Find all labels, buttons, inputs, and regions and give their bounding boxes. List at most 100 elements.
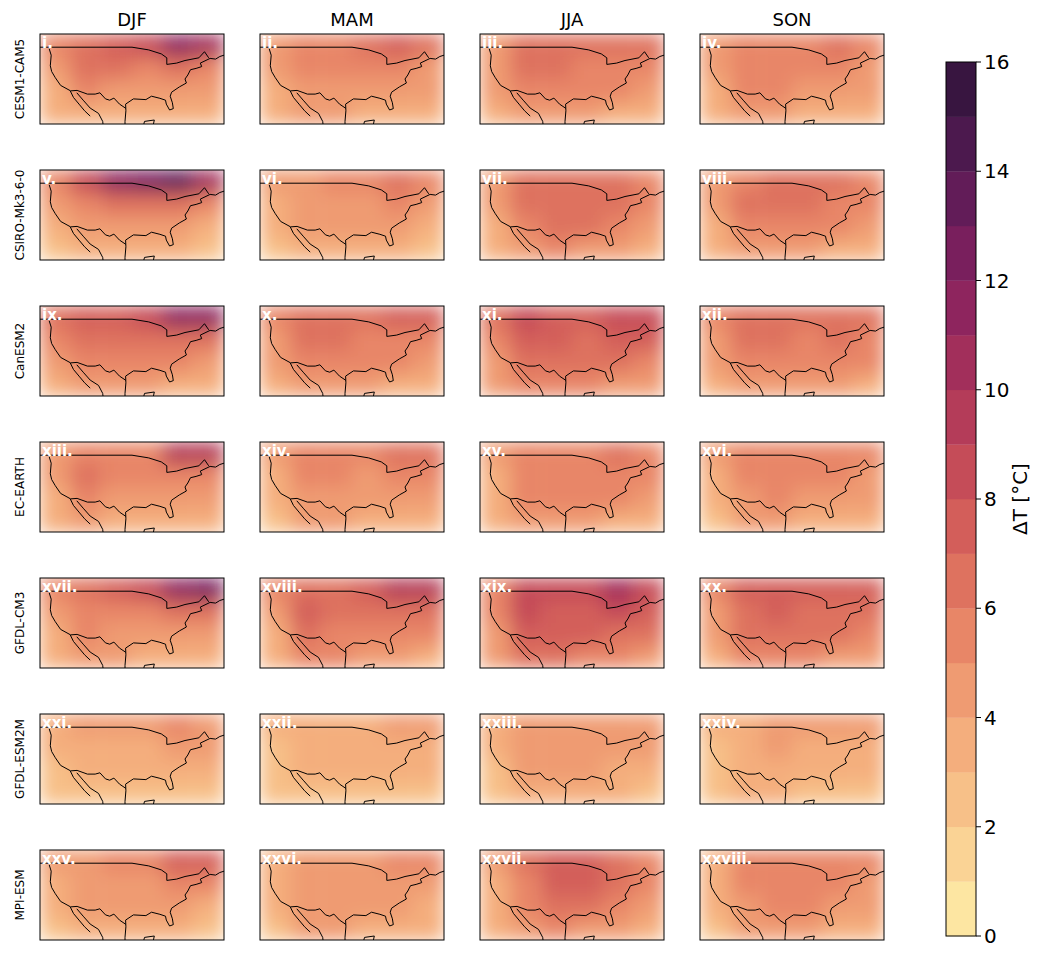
coastline xyxy=(489,185,530,252)
cell xyxy=(71,57,102,80)
panel-frame xyxy=(700,442,884,532)
panel xyxy=(480,442,664,532)
cell xyxy=(71,714,102,737)
panel-label: xiv. xyxy=(262,442,291,460)
cell xyxy=(383,374,414,397)
cell xyxy=(193,79,224,102)
cell xyxy=(40,215,71,238)
panel-label: xxvii. xyxy=(482,850,527,868)
cell xyxy=(511,737,542,760)
coastline xyxy=(480,47,649,64)
coastline xyxy=(785,871,884,940)
cell xyxy=(603,759,634,782)
cell xyxy=(511,329,542,352)
panel-frame xyxy=(40,850,224,940)
coastline xyxy=(730,906,786,924)
cell xyxy=(260,79,291,102)
cell xyxy=(853,895,884,918)
cell xyxy=(792,465,823,488)
cell xyxy=(761,238,792,261)
panel-frame xyxy=(40,714,224,804)
cell xyxy=(291,601,322,624)
cell xyxy=(541,442,572,465)
cell xyxy=(761,601,792,624)
coastline xyxy=(125,55,224,124)
cell xyxy=(603,714,634,737)
cell xyxy=(101,102,132,125)
cell xyxy=(352,873,383,896)
cell xyxy=(823,215,854,238)
cell xyxy=(511,578,542,601)
panel-label: xxii. xyxy=(262,714,297,732)
cell xyxy=(792,170,823,193)
cell xyxy=(321,465,352,488)
cell xyxy=(193,34,224,57)
cell xyxy=(700,487,731,510)
cell xyxy=(163,351,194,374)
panel-label: iv. xyxy=(702,34,721,52)
panel xyxy=(40,714,224,804)
cell xyxy=(413,510,444,533)
cell xyxy=(163,170,194,193)
cell xyxy=(761,34,792,57)
panel xyxy=(700,578,884,668)
coastline xyxy=(803,664,814,668)
cell xyxy=(132,57,163,80)
cell xyxy=(511,873,542,896)
coastline xyxy=(737,93,764,124)
coastline xyxy=(143,256,154,260)
cell xyxy=(132,578,163,601)
cell xyxy=(413,714,444,737)
cell xyxy=(511,34,542,57)
cell xyxy=(383,918,414,941)
cell xyxy=(71,873,102,896)
cell xyxy=(541,510,572,533)
cell xyxy=(193,238,224,261)
panel xyxy=(260,714,444,804)
cell xyxy=(700,374,731,397)
coastline xyxy=(77,637,104,668)
coastline xyxy=(803,392,814,396)
cell xyxy=(823,714,854,737)
coastline xyxy=(125,735,224,804)
coastline xyxy=(269,865,310,932)
coastline xyxy=(363,120,374,124)
cell xyxy=(383,895,414,918)
cell xyxy=(633,510,664,533)
cell xyxy=(480,623,511,646)
coastline xyxy=(290,362,346,380)
cell xyxy=(633,374,664,397)
coastline xyxy=(77,365,104,396)
panel xyxy=(480,170,664,260)
cell xyxy=(71,329,102,352)
cell xyxy=(700,193,731,216)
cell xyxy=(541,782,572,805)
coastline xyxy=(517,365,544,396)
cell xyxy=(761,850,792,873)
coastline xyxy=(260,183,429,200)
cell xyxy=(193,623,224,646)
cell xyxy=(260,737,291,760)
cell xyxy=(603,34,634,57)
panel-label: xix. xyxy=(482,578,512,596)
cell xyxy=(101,34,132,57)
cell xyxy=(761,714,792,737)
cell xyxy=(761,510,792,533)
colorbar-tick-label: 8 xyxy=(984,487,997,511)
colorbar-band xyxy=(946,117,976,172)
cell xyxy=(633,623,664,646)
row-label: CESM1-CAM5 xyxy=(13,39,27,119)
cell xyxy=(101,193,132,216)
panel xyxy=(700,170,884,260)
panel-frame xyxy=(480,306,664,396)
cell xyxy=(853,215,884,238)
cell xyxy=(480,306,511,329)
coastline xyxy=(510,362,566,380)
cell xyxy=(700,918,731,941)
coastline xyxy=(49,321,90,388)
colorbar-band xyxy=(946,554,976,609)
field xyxy=(260,34,444,124)
cell xyxy=(163,578,194,601)
panel-frame xyxy=(480,170,664,260)
colorbar-band xyxy=(946,772,976,827)
